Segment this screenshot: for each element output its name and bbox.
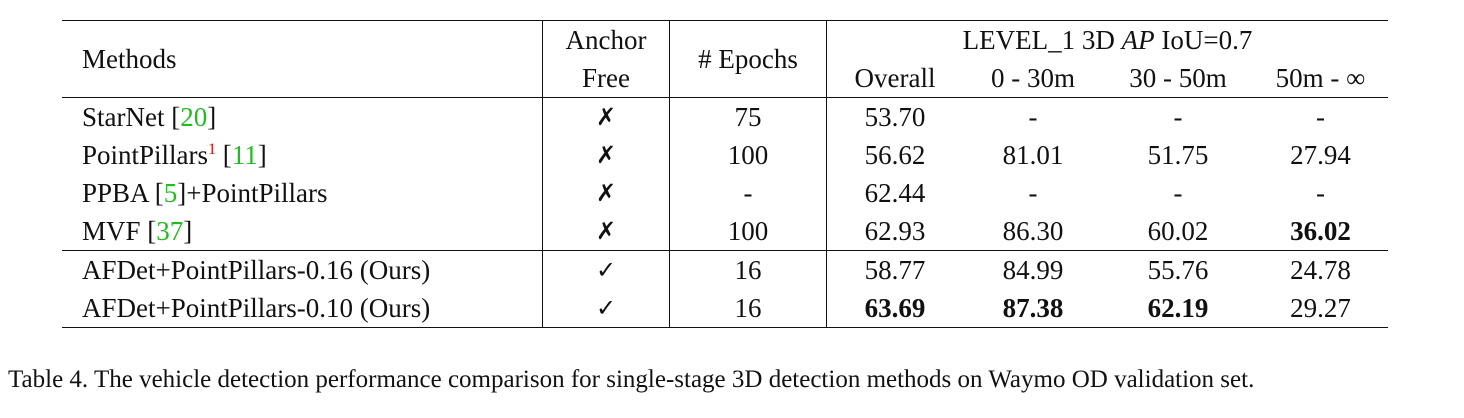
row-epochs: 100 [669,136,827,174]
citation-link[interactable]: 5 [163,178,178,208]
row-range1-best: 87.38 [1002,293,1064,323]
header-range-30-50: 30 - 50m [1129,63,1227,93]
row-overall: 62.93 [864,216,926,246]
header-range-50-inf: 50m - ∞ [1275,63,1366,93]
row-overall: 56.62 [864,140,926,170]
row-epochs: 16 [669,250,827,289]
row-range2: 55.76 [1103,250,1253,289]
table-row: AFDet+PointPillars-0.16 (Ours) ✓ 16 58.7… [62,250,1388,289]
row-overall-best: 63.69 [864,293,926,323]
row-method: PointPillars1 [11] [62,136,543,174]
row-epochs: 75 [669,97,827,136]
row-range3: 29.27 [1290,293,1351,323]
table-row: PointPillars1 [11] ✗ 100 56.62 81.01 51.… [62,136,1388,174]
table-row: MVF [37] ✗ 100 62.93 86.30 60.02 36.02 [62,212,1388,251]
row-range3: - [1253,97,1388,136]
check-mark-icon: ✓ [542,250,670,289]
row-range3: 24.78 [1253,250,1388,289]
header-anchor-free-line1: Anchor [542,20,670,59]
row-method: PPBA [5]+PointPillars [62,174,543,212]
row-epochs: - [669,174,827,212]
row-overall: 62.44 [864,178,926,208]
row-method: AFDet+PointPillars-0.10 (Ours) [62,289,543,328]
row-range1: 86.30 [1002,216,1064,246]
row-range3: - [1316,178,1325,208]
row-overall: 58.77 [826,250,963,289]
row-method: AFDet+PointPillars-0.16 (Ours) [62,250,543,289]
table-row: AFDet+PointPillars-0.10 (Ours) ✓ 16 63.6… [62,289,1388,328]
row-range1: 84.99 [963,250,1103,289]
footnote-marker[interactable]: 1 [208,141,217,158]
cross-mark-icon: ✗ [542,97,670,136]
cross-mark-icon: ✗ [542,174,670,212]
header-range-0-30: 0 - 30m [991,63,1075,93]
results-table-container: Methods Anchor # Epochs LEVEL_1 3D AP Io… [62,20,1388,328]
row-range2: - [1103,97,1253,136]
row-method: MVF [37] [62,212,543,251]
row-range2: 51.75 [1147,140,1209,170]
row-range2: - [1173,178,1183,208]
row-method: StarNet [20] [62,97,543,136]
header-level-group: LEVEL_1 3D AP IoU=0.7 [827,21,1389,60]
cross-mark-icon: ✗ [542,136,670,174]
row-range1: - [963,97,1103,136]
citation-link[interactable]: 20 [180,102,208,132]
header-level-pre: LEVEL_1 3D [962,25,1122,55]
row-epochs: 100 [669,212,827,251]
row-range3: 27.94 [1290,140,1351,170]
header-level-ap: AP [1121,25,1155,55]
table-row: PPBA [5]+PointPillars ✗ - 62.44 - - - [62,174,1388,212]
header-overall: Overall [854,63,936,93]
row-range3-best: 36.02 [1290,216,1351,246]
row-range2-best: 62.19 [1147,293,1209,323]
row-range2: 60.02 [1147,216,1209,246]
check-mark-icon: ✓ [542,289,670,328]
table-caption: Table 4. The vehicle detection performan… [8,366,1255,393]
row-range1: 81.01 [1002,140,1064,170]
header-methods: Methods [62,20,543,98]
table-row: StarNet [20] ✗ 75 53.70 - - - [62,97,1388,136]
citation-link[interactable]: 37 [156,216,184,246]
row-overall: 53.70 [826,97,963,136]
citation-link[interactable]: 11 [231,140,258,170]
results-table: Methods Anchor # Epochs LEVEL_1 3D AP Io… [62,20,1388,328]
header-level-post: IoU=0.7 [1154,25,1253,55]
row-epochs: 16 [669,289,827,328]
header-epochs: # Epochs [669,20,827,98]
row-range1: - [1028,178,1038,208]
cross-mark-icon: ✗ [542,212,670,251]
header-anchor-free-line2: Free [542,59,670,98]
